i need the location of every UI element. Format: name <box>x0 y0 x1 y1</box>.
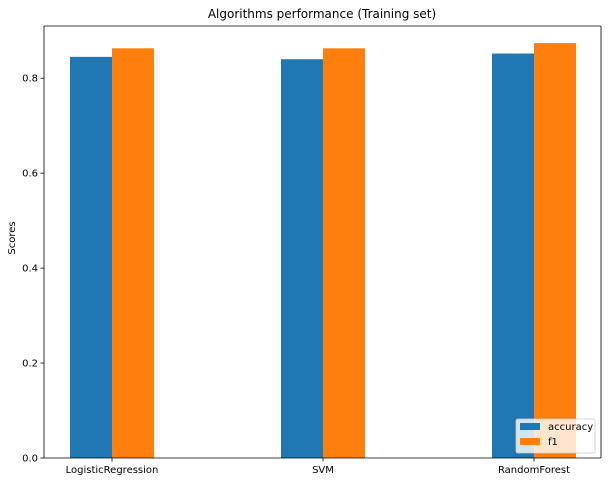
y-axis-ticks: 0.0 0.2 0.4 0.6 0.8 <box>22 74 44 465</box>
legend-label-accuracy: accuracy <box>548 422 593 433</box>
legend-swatch-f1 <box>520 438 540 445</box>
axes-frame <box>43 25 602 459</box>
legend-label-f1: f1 <box>548 437 558 448</box>
x-tick-label: RandomForest <box>498 465 570 476</box>
bar-f1-randomforest <box>534 43 576 458</box>
chart-title: Algorithms performance (Training set) <box>208 7 436 21</box>
bar-accuracy-randomforest <box>492 53 534 459</box>
legend-swatch-accuracy <box>520 423 540 430</box>
bar-series <box>70 43 576 459</box>
y-tick-label: 0.0 <box>22 454 38 465</box>
y-tick-label: 0.2 <box>22 359 38 370</box>
bar-f1-logisticregression <box>112 48 154 459</box>
y-tick-label: 0.6 <box>22 169 38 180</box>
x-tick-label: LogisticRegression <box>66 465 159 476</box>
legend: accuracy f1 <box>515 418 596 454</box>
y-tick-label: 0.8 <box>22 74 38 85</box>
bar-accuracy-svm <box>281 59 323 458</box>
y-axis-label: Scores <box>7 221 18 254</box>
bar-accuracy-logisticregression <box>70 56 112 458</box>
x-axis-ticks: LogisticRegression SVM RandomForest <box>66 458 570 476</box>
bar-f1-svm <box>323 48 365 459</box>
x-tick-label: SVM <box>312 465 334 476</box>
y-tick-label: 0.4 <box>22 264 38 275</box>
